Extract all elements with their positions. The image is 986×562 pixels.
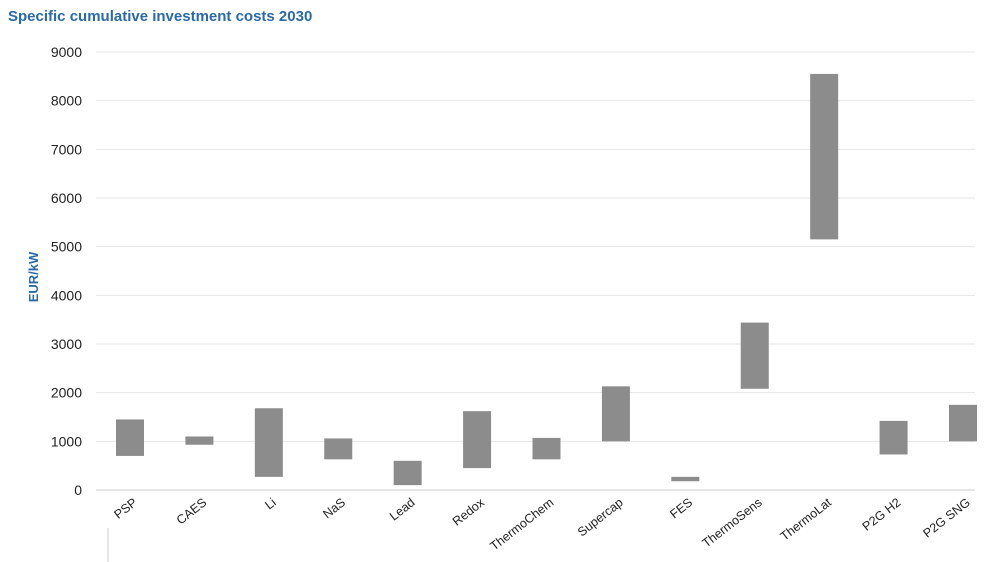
range-bar-psp: [116, 419, 144, 456]
category-label: Supercap: [575, 495, 626, 539]
range-bar-lead: [393, 460, 422, 486]
y-tick-label: 9000: [51, 44, 82, 60]
range-bar-thermochem: [532, 437, 561, 460]
range-bar-nas: [324, 438, 353, 460]
category-labels: PSP CAES Li NaS Lead Redox ThermoChem Supercap F…: [112, 495, 973, 554]
y-tick-label: 2000: [51, 385, 82, 401]
category-label: Lead: [387, 495, 418, 523]
y-tick-label: 7000: [51, 141, 82, 157]
category-label: FES: [667, 495, 695, 521]
range-bar-p2g-sng: [949, 404, 977, 442]
y-tick-label: 4000: [51, 287, 82, 303]
category-label: P2G H2: [860, 495, 904, 533]
range-bar-caes: [185, 436, 214, 445]
grid-lines: [96, 51, 975, 442]
range-bar-redox: [463, 411, 492, 469]
range-bar-fes: [671, 476, 700, 482]
range-bar-p2g-h2: [879, 420, 908, 455]
y-tick-label: 8000: [51, 93, 82, 109]
range-bar-thermolat: [810, 73, 839, 240]
range-bar-li: [254, 408, 283, 477]
y-axis-label: EUR/kW: [26, 251, 41, 302]
y-tick-labels: 0 1000 2000 3000 4000 5000 6000 7000 8000 9000: [51, 44, 82, 498]
category-label: ThermoChem: [488, 495, 557, 553]
category-label: Li: [262, 495, 278, 512]
y-tick-label: 5000: [51, 239, 82, 255]
y-tick-label: 6000: [51, 190, 82, 206]
chart-title: Specific cumulative investment costs 203…: [8, 8, 313, 25]
range-bar-supercap: [601, 386, 630, 442]
range-bar-thermosens: [740, 322, 769, 389]
category-label: ThermoLat: [778, 495, 835, 544]
category-label: ThermoSens: [700, 495, 765, 550]
category-label: CAES: [174, 495, 209, 527]
range-bars: [116, 73, 977, 486]
category-label: Redox: [450, 495, 488, 529]
category-label: P2G SNG: [920, 495, 972, 540]
category-label: NaS: [320, 495, 348, 521]
y-tick-label: 0: [74, 482, 82, 498]
category-label: PSP: [112, 495, 140, 521]
y-tick-label: 3000: [51, 336, 82, 352]
y-tick-label: 1000: [51, 433, 82, 449]
